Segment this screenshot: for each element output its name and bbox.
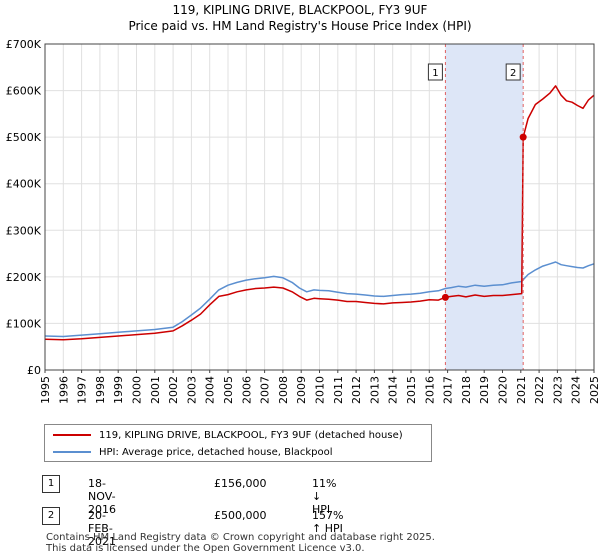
y-tick-label: £500K (6, 131, 42, 144)
x-tick-label: 2021 (515, 376, 528, 404)
sale-price-2: £500,000 (214, 509, 267, 522)
x-tick-label: 2015 (405, 376, 418, 404)
x-tick-label: 2017 (442, 376, 455, 404)
y-tick-label: £300K (6, 224, 42, 237)
x-tick-label: 1997 (76, 376, 89, 404)
x-tick-label: 1998 (94, 376, 107, 404)
x-tick-label: 2008 (277, 376, 290, 404)
x-tick-label: 2024 (570, 376, 583, 404)
x-tick-label: 2001 (149, 376, 162, 404)
y-tick-label: £700K (6, 38, 42, 51)
sale-hpi-2: 157% ↑ HPI (312, 509, 344, 535)
x-tick-label: 2012 (350, 376, 363, 404)
sale-label-box-2 (505, 63, 521, 81)
x-tick-label: 1995 (39, 376, 52, 404)
footer-copyright: Contains HM Land Registry data © Crown c… (46, 532, 435, 543)
sale-label-2: 2 (510, 68, 516, 79)
legend-label-hpi: HPI: Average price, detached house, Blac… (99, 446, 333, 458)
legend-item-property: 119, KIPLING DRIVE, BLACKPOOL, FY3 9UF (… (53, 427, 403, 443)
x-tick-label: 2009 (295, 376, 308, 404)
y-tick-label: £400K (6, 178, 42, 191)
x-tick-label: 2019 (478, 376, 491, 404)
series-line-hpi (44, 261, 595, 338)
sale-price-1: £156,000 (214, 477, 267, 490)
x-tick-label: 2014 (387, 376, 400, 404)
x-tick-label: 2010 (314, 376, 327, 404)
x-tick-label: 2000 (131, 376, 144, 404)
sale-date-1: 18-NOV-2016 (88, 477, 116, 516)
y-tick-label: £200K (6, 271, 42, 284)
sale-badge-2: 2 (42, 507, 60, 525)
sale-label-box-1 (427, 63, 443, 81)
y-tick-label: £0 (27, 364, 41, 377)
sale-hpi-1: 11% ↓ HPI (312, 477, 337, 516)
x-tick-label: 1996 (57, 376, 70, 404)
x-tick-label: 2025 (588, 376, 600, 404)
sale-period-highlight (445, 44, 524, 370)
x-tick-label: 2011 (332, 376, 345, 404)
x-tick-label: 2003 (185, 376, 198, 404)
legend-label-property: 119, KIPLING DRIVE, BLACKPOOL, FY3 9UF (… (99, 429, 403, 441)
x-tick-label: 2023 (551, 376, 564, 404)
legend-swatch-hpi (53, 451, 91, 453)
footer-licence: This data is licensed under the Open Gov… (46, 543, 365, 554)
x-tick-label: 2022 (533, 376, 546, 404)
legend: 119, KIPLING DRIVE, BLACKPOOL, FY3 9UF (… (44, 424, 432, 462)
x-tick-label: 2007 (259, 376, 272, 404)
x-tick-label: 2018 (460, 376, 473, 404)
x-tick-label: 1999 (112, 376, 125, 404)
sale-badge-1: 1 (42, 475, 60, 493)
legend-swatch-property (53, 434, 91, 436)
x-tick-label: 2004 (204, 376, 217, 404)
sale-date-2: 20-FEB-2021 (88, 509, 116, 548)
series-line-property (44, 85, 595, 341)
y-tick-label: £100K (6, 317, 42, 330)
chart-subtitle: Price paid vs. HM Land Registry's House … (128, 19, 472, 33)
series-layer (44, 85, 595, 341)
x-tick-label: 2002 (167, 376, 180, 404)
sale-point-2 (519, 133, 527, 141)
x-tick-label: 2005 (222, 376, 235, 404)
x-tick-label: 2020 (497, 376, 510, 404)
sale-point-1 (441, 293, 449, 301)
x-tick-label: 2013 (368, 376, 381, 404)
chart-title: 119, KIPLING DRIVE, BLACKPOOL, FY3 9UF (172, 3, 428, 17)
highlight-layer (445, 44, 524, 370)
y-tick-label: £600K (6, 85, 42, 98)
legend-item-hpi: HPI: Average price, detached house, Blac… (53, 444, 333, 460)
axis-layer: £0 £100K £200K £300K £400K £500K £600K £700K 199… (6, 38, 600, 404)
sale-label-1: 1 (432, 68, 438, 79)
x-tick-label: 2006 (240, 376, 253, 404)
x-tick-label: 2016 (423, 376, 436, 404)
